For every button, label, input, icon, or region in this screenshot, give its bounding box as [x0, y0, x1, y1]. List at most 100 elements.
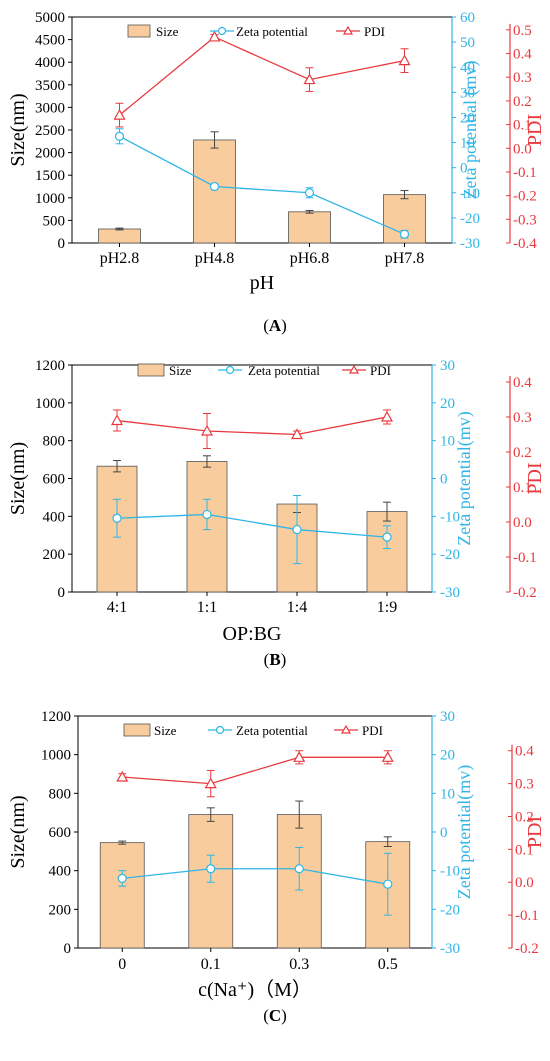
- zeta-tick-label: 50: [460, 35, 475, 51]
- legend-pdi-marker: [348, 364, 360, 374]
- x-tick-label: 1:1: [197, 599, 217, 616]
- left-tick-label: 200: [43, 547, 66, 563]
- zeta-tick-label: -10: [460, 186, 480, 202]
- pdi-tick-label: 0.0: [515, 875, 534, 891]
- zeta-point: [294, 864, 304, 874]
- x-tick-label: 0.3: [289, 956, 309, 973]
- left-tick-label: 600: [43, 472, 66, 488]
- legend-zeta-label: Zeta potential: [248, 363, 320, 378]
- left-tick-label: 0: [58, 236, 66, 252]
- y-axis-title-pdi: PDI: [524, 462, 546, 494]
- left-tick-label: 800: [43, 434, 66, 450]
- left-tick-label: 5000: [35, 10, 65, 26]
- chart-panel-1: 0500100015002000250030003500400045005000…: [7, 10, 546, 335]
- left-tick-label: 2500: [35, 123, 65, 139]
- zeta-tick-label: 10: [440, 434, 455, 450]
- pdi-point: [208, 30, 221, 42]
- left-tick-label: 1000: [35, 191, 65, 207]
- pdi-tick-label: 0.0: [513, 515, 532, 531]
- zeta-tick-label: -20: [460, 211, 480, 227]
- pdi-tick-label: 0.5: [513, 23, 532, 39]
- zeta-point: [206, 864, 216, 874]
- left-tick-label: 1200: [41, 709, 71, 725]
- left-tick-label: 4500: [35, 33, 65, 49]
- panel-label: (A): [263, 316, 287, 335]
- left-tick-label: 2000: [35, 146, 65, 162]
- pdi-tick-label: -0.3: [513, 212, 537, 228]
- left-tick-label: 1000: [41, 748, 71, 764]
- y-axis-title-size: Size(nm): [7, 93, 29, 166]
- left-tick-label: 400: [43, 509, 66, 525]
- pdi-point: [110, 414, 124, 426]
- zeta-tick-label: 30: [440, 358, 455, 374]
- zeta-point: [304, 188, 315, 198]
- panel-label: (C): [263, 1006, 287, 1025]
- zeta-point: [292, 524, 302, 535]
- left-tick-label: 3000: [35, 100, 65, 116]
- size-bar: [366, 511, 408, 593]
- pdi-tick-label: -0.4: [513, 236, 537, 252]
- legend-zeta-label: Zeta potential: [236, 723, 308, 738]
- pdi-tick-label: 0.1: [515, 842, 534, 858]
- left-tick-label: 3500: [35, 78, 65, 94]
- zeta-line: [116, 513, 388, 538]
- zeta-point: [399, 229, 410, 239]
- pdi-point: [290, 428, 304, 440]
- pdi-tick-label: 0.1: [513, 480, 532, 496]
- pdi-tick-label: 0.3: [515, 777, 534, 793]
- left-tick-label: 1500: [35, 168, 65, 184]
- zeta-tick-label: 10: [460, 136, 475, 152]
- x-axis-title: OP:BG: [223, 623, 282, 645]
- pdi-tick-label: 0.2: [513, 445, 532, 461]
- zeta-tick-label: 0: [440, 825, 448, 841]
- size-bar: [98, 228, 141, 244]
- size-bar: [99, 842, 145, 949]
- legend-size-label: Size: [169, 363, 192, 378]
- left-tick-label: 1000: [35, 396, 65, 412]
- pdi-tick-label: -0.2: [513, 585, 537, 601]
- zeta-point: [114, 131, 125, 141]
- zeta-tick-label: 0: [440, 472, 448, 488]
- legend: Size Zeta potential PDI: [137, 363, 391, 378]
- left-tick-label: 0: [58, 585, 66, 601]
- legend-pdi-label: PDI: [370, 363, 391, 378]
- pdi-point: [200, 424, 214, 436]
- y-axis-title-pdi: PDI: [524, 114, 546, 146]
- left-tick-label: 400: [49, 864, 72, 880]
- x-tick-label: pH7.8: [385, 250, 425, 267]
- legend: Size Zeta potential PDI: [123, 723, 383, 738]
- left-tick-label: 600: [49, 825, 72, 841]
- legend-zeta-marker: [217, 26, 227, 36]
- pdi-point: [116, 770, 129, 782]
- zeta-point: [383, 879, 393, 889]
- x-tick-label: 4:1: [107, 599, 127, 616]
- y-axis-title-zeta: Zeta potential(mv): [454, 765, 475, 899]
- zeta-tick-label: -10: [440, 509, 460, 525]
- left-tick-label: 200: [49, 902, 72, 918]
- legend-pdi-marker: [340, 724, 352, 734]
- y-axis-title-size: Size(nm): [7, 442, 29, 515]
- pdi-tick-label: 0.3: [513, 410, 532, 426]
- legend-size-swatch: [137, 363, 165, 377]
- x-axis-title: c(Na⁺)（M）: [198, 978, 312, 1001]
- zeta-tick-label: 0: [460, 161, 468, 177]
- zeta-tick-label: -20: [440, 547, 460, 563]
- x-tick-label: 1:9: [377, 599, 397, 616]
- pdi-point: [113, 108, 126, 120]
- legend-pdi-label: PDI: [364, 24, 385, 39]
- pdi-point: [381, 751, 394, 762]
- chart-panel-2: 0 200 400 600 800 1000 1200 -30 -20 -10 0 10 20 30 -0.…: [7, 358, 546, 669]
- y-axis-title-size: Size(nm): [7, 795, 29, 868]
- pdi-point: [293, 751, 306, 762]
- x-tick-label: 0.5: [378, 956, 398, 973]
- pdi-point: [398, 54, 411, 66]
- zeta-point: [382, 532, 392, 542]
- zeta-line: [119, 135, 405, 235]
- y-axis-title-zeta: Zeta potential (mv): [460, 61, 481, 200]
- pdi-point: [303, 73, 316, 85]
- zeta-point: [117, 873, 127, 884]
- chart-panel-3: 0 200 400 600 800 1000 1200 -30 -20 -10 0 10 20 30 -0.…: [7, 709, 546, 1025]
- legend-zeta-marker: [225, 365, 235, 375]
- zeta-tick-label: -10: [440, 864, 460, 880]
